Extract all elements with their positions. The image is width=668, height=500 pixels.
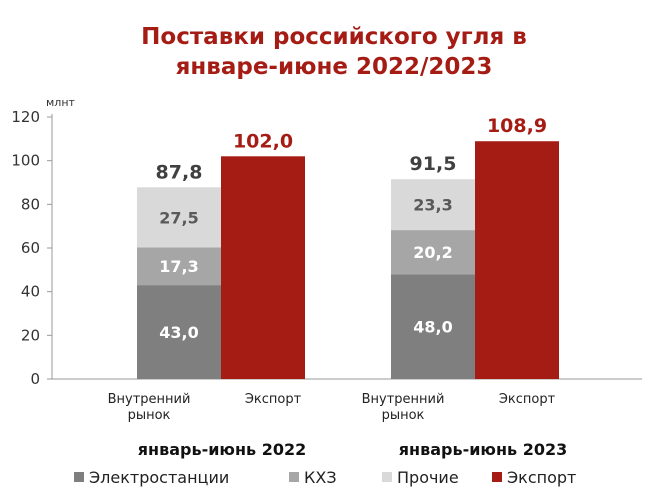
bar-segment-2-1-2 [391,230,475,275]
bar-layer [137,141,559,379]
y-tick-label: 100 [11,152,40,170]
category-label: Экспорт [499,392,556,407]
group-label: январь-июнь 2022 [138,440,307,459]
category-label: Внутренний [362,392,445,407]
legend-swatch [289,472,299,482]
y-tick-label: 40 [21,283,40,301]
segment-value-label: 27,5 [159,208,198,227]
chart-title: Поставки российского угля в январе-июне … [0,22,668,82]
segment-value-label: 20,2 [413,243,452,262]
legend-swatch [492,472,502,482]
bar-segment-2-2-1 [475,141,559,379]
label-layer: 43,017,327,587,8Внутреннийрынок102,0Эксп… [108,115,568,459]
group-label: январь-июнь 2023 [399,440,568,459]
y-tick-label: 80 [21,195,40,213]
total-value-label: 108,9 [487,115,547,137]
chart-title-line-2: январе-июне 2022/2023 [175,54,493,80]
legend-label: Электростанции [89,468,229,487]
y-tick-label: 0 [30,370,40,388]
legend-swatch [382,472,392,482]
unit-label: млнт [46,96,76,109]
bar-segment-1-2-1 [221,156,305,379]
segment-value-label: 23,3 [413,196,452,215]
category-label: Внутренний [108,392,191,407]
category-label: Экспорт [245,392,302,407]
bar-segment-2-1-1 [391,274,475,379]
bar-segment-2-1-3 [391,179,475,231]
bar-segment-1-1-2 [137,247,221,286]
axis-layer: 0 20 40 60 80 100 120 [11,108,642,388]
y-tick-label: 60 [21,239,40,257]
total-value-label: 87,8 [156,161,203,183]
segment-value-label: 48,0 [413,318,452,337]
legend-label: Экспорт [507,468,576,487]
legend: Электростанции КХЗ Прочие Экспорт [74,468,576,487]
total-value-label: 91,5 [410,153,457,175]
segment-value-label: 43,0 [159,323,198,342]
y-tick-label: 20 [21,326,40,344]
legend-label: КХЗ [304,468,337,487]
total-value-label: 102,0 [233,130,293,152]
category-label: рынок [128,408,171,423]
chart-title-line-1: Поставки российского угля в [141,24,527,50]
y-tick-label: 120 [11,108,40,126]
legend-label: Прочие [397,468,459,487]
category-label: рынок [382,408,425,423]
legend-swatch [74,472,84,482]
bar-segment-1-1-3 [137,187,221,248]
bar-segment-1-1-1 [137,285,221,379]
segment-value-label: 17,3 [159,257,198,276]
